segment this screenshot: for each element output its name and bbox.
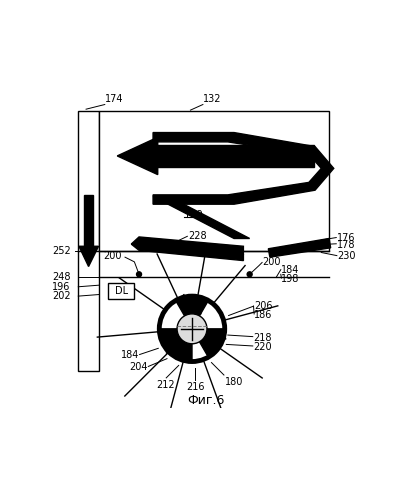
Text: 200: 200 [103, 251, 122, 261]
Text: 174: 174 [105, 94, 123, 104]
Wedge shape [175, 296, 208, 317]
Bar [78, 110, 98, 371]
Bar [98, 110, 328, 251]
Polygon shape [148, 145, 313, 167]
Wedge shape [198, 329, 224, 357]
Text: 198: 198 [281, 274, 299, 284]
Polygon shape [79, 246, 98, 266]
Text: 186: 186 [253, 310, 272, 320]
Polygon shape [153, 196, 249, 238]
Text: 252: 252 [52, 246, 71, 256]
Text: 132: 132 [203, 94, 221, 104]
Text: Фиг.6: Фиг.6 [187, 394, 224, 407]
Circle shape [159, 296, 224, 362]
Polygon shape [84, 195, 93, 246]
Circle shape [247, 272, 251, 277]
Text: 216: 216 [186, 382, 204, 392]
Text: 204: 204 [129, 362, 147, 372]
Bar [107, 283, 134, 298]
Text: 206: 206 [253, 300, 272, 310]
Text: 228: 228 [188, 232, 206, 241]
Polygon shape [267, 238, 330, 257]
Text: 178: 178 [336, 240, 354, 250]
Text: 180: 180 [224, 377, 242, 387]
Polygon shape [117, 137, 157, 174]
Polygon shape [131, 237, 243, 255]
Text: 176: 176 [336, 232, 354, 242]
Text: 184: 184 [120, 350, 139, 360]
Circle shape [136, 272, 141, 277]
Polygon shape [153, 132, 333, 204]
Wedge shape [159, 329, 192, 362]
Text: DL: DL [114, 286, 128, 296]
Text: 184: 184 [281, 264, 299, 274]
Text: 248: 248 [52, 272, 70, 282]
Text: 220: 220 [253, 342, 271, 352]
Polygon shape [194, 308, 201, 314]
Text: 170: 170 [184, 210, 203, 220]
Text: 230: 230 [337, 251, 355, 261]
Text: 218: 218 [253, 332, 271, 342]
Text: 202: 202 [52, 291, 70, 301]
Polygon shape [131, 244, 243, 260]
Text: 196: 196 [52, 282, 70, 292]
Text: 200: 200 [262, 257, 281, 267]
Text: 212: 212 [156, 380, 174, 390]
Circle shape [176, 314, 207, 344]
